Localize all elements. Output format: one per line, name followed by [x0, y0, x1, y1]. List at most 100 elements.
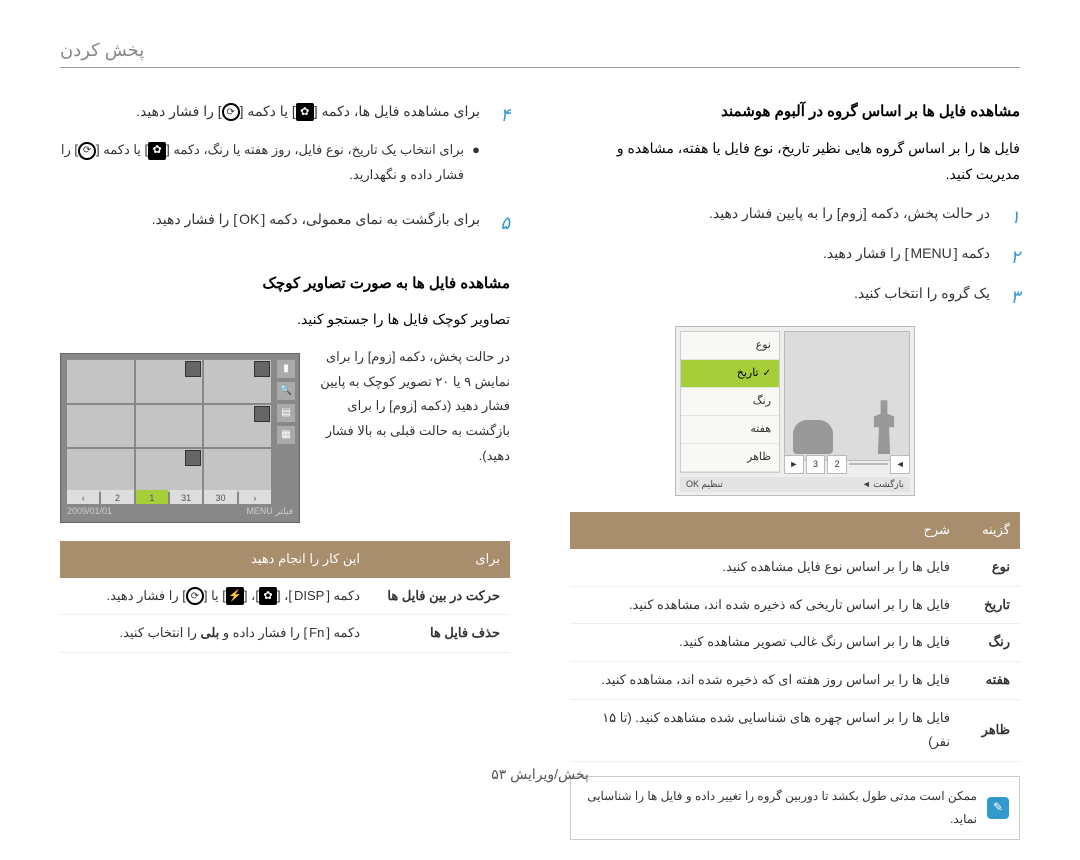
option-name: تاریخ	[960, 586, 1020, 624]
step-4: ۴ برای مشاهده فایل ها، دکمه [✿] یا دکمه …	[60, 98, 510, 132]
options-table: گزینه شرح نوعفایل ها را بر اساس نوع فایل…	[570, 512, 1020, 762]
smart-album-menu: نوع تاریخ رنگ هفته ظاهر	[680, 331, 780, 472]
note-icon: ✎	[987, 797, 1009, 819]
thumbnail[interactable]	[136, 405, 203, 448]
pager-next[interactable]: ›	[67, 490, 99, 504]
th-for: برای	[370, 541, 510, 578]
step-text: یک گروه را انتخاب کنید.	[854, 280, 990, 307]
flower-icon: ✿	[296, 103, 314, 121]
thumbnail[interactable]	[204, 405, 271, 448]
step-number: ۴	[492, 98, 510, 132]
group-silhouette-icon	[793, 420, 833, 454]
step-1: ۱ در حالت پخش، دکمه [زوم] را به پایین فش…	[570, 200, 1020, 234]
page-num[interactable]: 2	[827, 455, 847, 474]
screen-bottom-bar: بازگشت ◄ تنظیم OK	[680, 477, 910, 492]
page-prev[interactable]: ◄	[890, 455, 910, 474]
step-text: در حالت پخش، دکمه [زوم] را به پایین فشار…	[709, 200, 990, 227]
note-box: ✎ ممکن است مدتی طول بکشد تا دوربین گروه …	[570, 776, 1020, 840]
fn-key: Fn	[307, 621, 326, 646]
step-number: ۵	[492, 206, 510, 240]
menu-item-date[interactable]: تاریخ	[681, 360, 779, 388]
step-text: دکمه [MENU] را فشار دهید.	[823, 240, 990, 267]
pager: ◄ 2 3 ►	[784, 457, 910, 471]
menu-item-face[interactable]: ظاهر	[681, 444, 779, 472]
flower-icon: ✿	[148, 142, 166, 160]
pager-num[interactable]: 2	[101, 490, 133, 504]
th-desc: شرح	[570, 512, 960, 549]
timer-icon: ⟳	[222, 103, 240, 121]
step-text: برای مشاهده فایل ها، دکمه [✿] یا دکمه [⟳…	[136, 98, 480, 125]
option-desc: فایل ها را بر اساس رنگ غالب تصویر مشاهده…	[570, 624, 960, 662]
option-desc: فایل ها را بر اساس چهره های شناسایی شده …	[570, 699, 960, 761]
action-table: برای این کار را انجام دهید حرکت در بین ف…	[60, 541, 510, 653]
page-next[interactable]: ►	[784, 455, 804, 474]
action-for: حذف فایل ها	[370, 615, 510, 653]
thumbnail[interactable]	[67, 449, 134, 492]
step-number: ۲	[1002, 240, 1020, 274]
menu-item-week[interactable]: هفته	[681, 416, 779, 444]
thumbnails-heading: مشاهده فایل ها به صورت تصاویر کوچک	[60, 270, 510, 299]
thumbnail[interactable]	[204, 360, 271, 403]
option-name: رنگ	[960, 624, 1020, 662]
menu-screenshot: نوع تاریخ رنگ هفته ظاهر ◄ 2 3 ► بازگشت ◄…	[675, 326, 915, 496]
date-label: 2009/01/01	[67, 503, 112, 520]
thumbnail[interactable]	[67, 405, 134, 448]
step-number: ۳	[1002, 280, 1020, 314]
step-2: ۲ دکمه [MENU] را فشار دهید.	[570, 240, 1020, 274]
option-desc: فایل ها را بر اساس روز هفته ای که ذخیره …	[570, 662, 960, 700]
action-desc: دکمه [DISP]، [✿]، [⚡] یا [⟳] را فشار دهی…	[60, 578, 370, 615]
thumb-pager: ‹ 30 31 1 2 ›	[67, 490, 271, 504]
pager-prev[interactable]: ‹	[239, 490, 271, 504]
pager-current[interactable]: 1	[136, 490, 168, 504]
option-name: هفته	[960, 662, 1020, 700]
option-name: نوع	[960, 549, 1020, 586]
page-current	[849, 463, 888, 465]
note-text: ممکن است مدتی طول بکشد تا دوربین گروه را…	[581, 785, 977, 831]
disp-key: DISP	[292, 584, 326, 609]
table-row: نوعفایل ها را بر اساس نوع فایل مشاهده کن…	[570, 549, 1020, 586]
thumbnail[interactable]	[136, 360, 203, 403]
card-icon: ▤	[277, 404, 295, 422]
option-name: ظاهر	[960, 699, 1020, 761]
zoom-minus-icon: ▦	[277, 426, 295, 444]
thumbnail[interactable]	[67, 360, 134, 403]
stack-icon	[254, 408, 268, 422]
person-silhouette-icon	[867, 400, 901, 454]
header-rule	[60, 67, 1020, 68]
set-label: تنظیم OK	[686, 476, 723, 493]
table-row: رنگفایل ها را بر اساس رنگ غالب تصویر مشا…	[570, 624, 1020, 662]
photo-preview	[784, 331, 910, 461]
step-text: برای بازگشت به نمای معمولی، دکمه [OK] را…	[152, 206, 480, 233]
bullet-hold: ● برای انتخاب یک تاریخ، نوع فایل، روز هف…	[60, 138, 510, 187]
thumbnail[interactable]	[204, 449, 271, 492]
zoom-plus-icon: 🔍	[277, 382, 295, 400]
table-row: تاریخفایل ها را بر اساس تاریخی که ذخیره …	[570, 586, 1020, 624]
right-column: مشاهده فایل ها بر اساس گروه در آلبوم هوش…	[570, 98, 1020, 840]
section-heading: مشاهده فایل ها بر اساس گروه در آلبوم هوش…	[570, 98, 1020, 127]
table-row: حرکت در بین فایل ها دکمه [DISP]، [✿]، [⚡…	[60, 578, 510, 615]
timer-icon: ⟳	[186, 587, 204, 605]
intro-text: فایل ها را بر اساس گروه هایی نظیر تاریخ،…	[570, 135, 1020, 188]
step-3: ۳ یک گروه را انتخاب کنید.	[570, 280, 1020, 314]
step-5: ۵ برای بازگشت به نمای معمولی، دکمه [OK] …	[60, 206, 510, 240]
page-header: پخش کردن	[60, 40, 1020, 61]
yes-bold: بلی	[200, 625, 219, 640]
thumbnails-para: در حالت پخش، دکمه [زوم] را برای نمایش ۹ …	[310, 345, 510, 468]
th-action: این کار را انجام دهید	[60, 541, 370, 578]
thumbnails-intro: تصاویر کوچک فایل ها را جستجو کنید.	[60, 306, 510, 333]
pager-num[interactable]: 31	[170, 490, 202, 504]
battery-icon: ▮	[277, 360, 295, 378]
pager-num[interactable]: 30	[204, 490, 236, 504]
option-desc: فایل ها را بر اساس نوع فایل مشاهده کنید.	[570, 549, 960, 586]
menu-item-color[interactable]: رنگ	[681, 388, 779, 416]
left-column: ۴ برای مشاهده فایل ها، دکمه [✿] یا دکمه …	[60, 98, 510, 840]
flower-icon: ✿	[259, 587, 277, 605]
menu-item-type[interactable]: نوع	[681, 332, 779, 360]
th-option: گزینه	[960, 512, 1020, 549]
stack-icon	[185, 363, 199, 377]
bullet-text: برای انتخاب یک تاریخ، نوع فایل، روز هفته…	[60, 138, 464, 187]
page-num[interactable]: 3	[806, 455, 826, 474]
thumbnail[interactable]	[136, 449, 203, 492]
menu-key: MENU	[908, 240, 953, 267]
step-number: ۱	[1002, 200, 1020, 234]
